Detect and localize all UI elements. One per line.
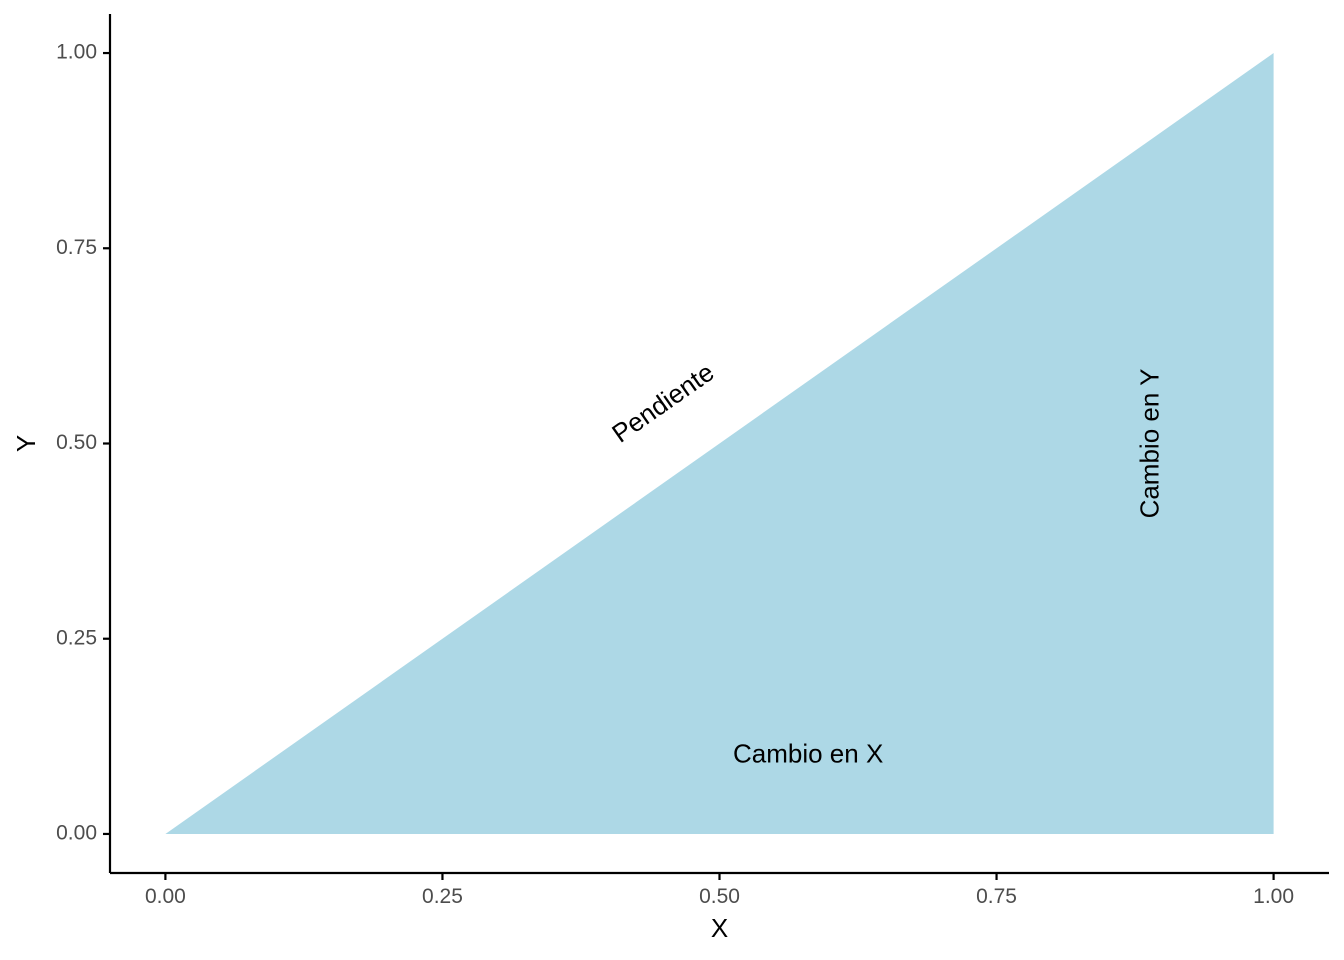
x-axis-title: X (711, 913, 728, 943)
x-tick-label: 1.00 (1253, 885, 1294, 908)
y-tick-label: 0.25 (56, 626, 97, 649)
y-tick-label: 1.00 (56, 41, 97, 64)
annotation-pendiente: Pendiente (606, 357, 719, 449)
area-layer (165, 53, 1274, 834)
y-tick-label: 0.50 (56, 431, 97, 454)
x-tick-label: 0.00 (145, 885, 186, 908)
y-ticks: 0.00 0.25 0.50 0.75 1.00 (56, 41, 110, 845)
x-tick-label: 0.25 (422, 885, 463, 908)
x-ticks: 0.00 0.25 0.50 0.75 1.00 (145, 873, 1294, 908)
annotation-cambio-en-x: Cambio en X (733, 739, 883, 769)
y-tick-label: 0.75 (56, 236, 97, 259)
x-tick-label: 0.75 (976, 885, 1017, 908)
y-tick-label: 0.00 (56, 822, 97, 845)
area-series-1 (165, 53, 1274, 834)
y-axis-title: Y (11, 435, 41, 452)
annotation-cambio-en-y: Cambio en Y (1135, 369, 1165, 519)
x-tick-label: 0.50 (699, 885, 740, 908)
